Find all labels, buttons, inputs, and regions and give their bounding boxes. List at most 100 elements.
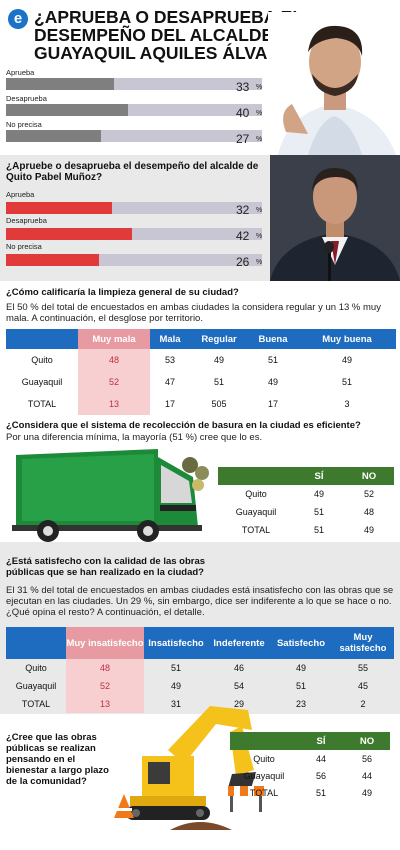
bar-track-aprueba — [6, 78, 262, 90]
section-public-works: ¿Está satisfecho con la calidad de las o… — [0, 542, 400, 714]
cell: 51 — [295, 681, 306, 691]
percent-sign: % — [256, 233, 263, 240]
cell: 48 — [78, 349, 150, 371]
table-row: Guayaquil 51 48 — [218, 503, 394, 521]
table-row: Quito 44 56 — [230, 750, 390, 767]
cell: 46 — [233, 663, 244, 673]
section-long-term: ¿Cree que las obras públicas se realizan… — [0, 706, 400, 850]
mayor-guayaquil-photo — [268, 12, 400, 155]
main-title: ¿APRUEBA O DESAPRUEBA EL DESEMPEÑO DEL A… — [34, 7, 314, 63]
bar-value-no-precisa: 27 — [236, 132, 250, 146]
cell: 52 — [78, 371, 150, 393]
brand-logo: e — [8, 9, 28, 29]
table-cleanliness: Muy mala Mala Regular Buena Muy buena Qu… — [6, 329, 396, 415]
cell: 49 — [361, 787, 372, 798]
cell: 49 — [295, 663, 306, 673]
cell: 49 — [213, 355, 224, 365]
bar-value-no-precisa: 26 — [236, 255, 250, 269]
row-label: Quito — [31, 355, 53, 365]
col-muy-mala: Muy mala — [78, 329, 150, 349]
bar-aprueba — [6, 202, 112, 214]
table-long-term: SÍ NO Quito 44 56 Guayaquil 56 44 TOTAL … — [230, 732, 390, 801]
question-public-works: ¿Está satisfecho con la calidad de las o… — [6, 556, 206, 578]
row-label: TOTAL — [241, 525, 271, 535]
cell: 45 — [357, 681, 368, 691]
row-label: Guayaquil — [21, 377, 63, 387]
bar-track-no-precisa — [6, 254, 262, 266]
percent-sign: % — [256, 259, 263, 266]
bar-value-desaprueba: 42 — [236, 229, 250, 243]
description-garbage: Por una diferencia mínima, la mayoría (5… — [6, 432, 263, 443]
bar-label-desaprueba: Desaprueba — [6, 94, 47, 103]
cell: 31 — [170, 699, 181, 709]
cell: 56 — [315, 770, 326, 781]
col-muy-buena: Muy buena — [298, 329, 396, 349]
table-row: TOTAL 51 49 — [230, 784, 390, 801]
question-quito: ¿Apruebe o desaprueba el desempeño del a… — [6, 161, 259, 183]
garbage-truck-illustration — [8, 443, 216, 543]
bar-label-aprueba: Aprueba — [6, 68, 35, 77]
col-muy-insatisfecho: Muy insatisfecho — [66, 627, 144, 659]
cell: 51 — [170, 663, 181, 673]
cell: 51 — [315, 787, 326, 798]
percent-sign: % — [256, 207, 263, 214]
bar-label-desaprueba: Desaprueba — [6, 216, 47, 225]
cell: 51 — [313, 507, 324, 517]
section-cleanliness: ¿Cómo calificaría la limpieza general de… — [0, 281, 400, 415]
cell: 44 — [361, 770, 372, 781]
bar-label-aprueba: Aprueba — [6, 190, 35, 199]
col-satisfecho: Satisfecho — [270, 627, 332, 659]
cell: 505 — [211, 399, 227, 409]
cell: 44 — [315, 753, 326, 764]
cell: 52 — [66, 677, 144, 695]
cell: 49 — [267, 377, 278, 387]
cell: 48 — [363, 507, 374, 517]
cell: 49 — [313, 489, 324, 499]
table-row: Guayaquil 52 47 51 49 51 — [6, 371, 396, 393]
row-label: TOTAL — [27, 399, 57, 409]
bar-no-precisa — [6, 130, 102, 142]
cell: 52 — [363, 489, 374, 499]
col-mala: Mala — [150, 329, 190, 349]
cell: 51 — [341, 377, 352, 387]
description-cleanliness: El 50 % del total de encuestados en amba… — [6, 302, 381, 324]
cell: 48 — [66, 659, 144, 677]
col-no: NO — [344, 732, 390, 750]
row-label: TOTAL — [21, 699, 51, 709]
bar-track-desaprueba — [6, 104, 262, 116]
question-garbage: ¿Considera que el sistema de recolección… — [6, 420, 361, 431]
row-label: Guayaquil — [15, 681, 57, 691]
table-row: Guayaquil 56 44 — [230, 767, 390, 784]
road-barrier-illustration — [226, 782, 266, 814]
cell: 13 — [78, 393, 150, 415]
cell: 2 — [360, 699, 366, 709]
table-row: Quito 49 52 — [218, 485, 394, 503]
section-quito-approval: ¿Apruebe o desaprueba el desempeño del a… — [0, 155, 400, 281]
bar-track-aprueba — [6, 202, 262, 214]
bar-track-desaprueba — [6, 228, 262, 240]
cell: 49 — [170, 681, 181, 691]
bar-value-desaprueba: 40 — [236, 106, 250, 120]
description-public-works: El 31 % del total de encuestados en amba… — [6, 585, 394, 618]
cell: 53 — [164, 355, 175, 365]
cell: 49 — [341, 355, 352, 365]
row-label: Guayaquil — [235, 507, 277, 517]
percent-sign: % — [256, 84, 263, 91]
bar-no-precisa — [6, 254, 100, 266]
cell: 3 — [344, 399, 350, 409]
bar-label-no-precisa: No precisa — [6, 120, 42, 129]
table-row: Guayaquil 52 49 54 51 45 — [6, 677, 394, 695]
bar-desaprueba — [6, 104, 128, 116]
percent-sign: % — [256, 110, 263, 117]
table-public-works: Muy insatisfecho Insatisfecho Indeferent… — [6, 627, 394, 713]
row-label: Quito — [253, 753, 275, 764]
bar-aprueba — [6, 78, 114, 90]
col-si: SÍ — [298, 732, 344, 750]
bar-value-aprueba: 33 — [236, 80, 250, 94]
cell: 23 — [295, 699, 306, 709]
cell: 17 — [267, 399, 278, 409]
col-muy-satisfecho: Muy satisfecho — [332, 627, 394, 659]
cell: 54 — [233, 681, 244, 691]
table-row: Quito 48 53 49 51 49 — [6, 349, 396, 371]
